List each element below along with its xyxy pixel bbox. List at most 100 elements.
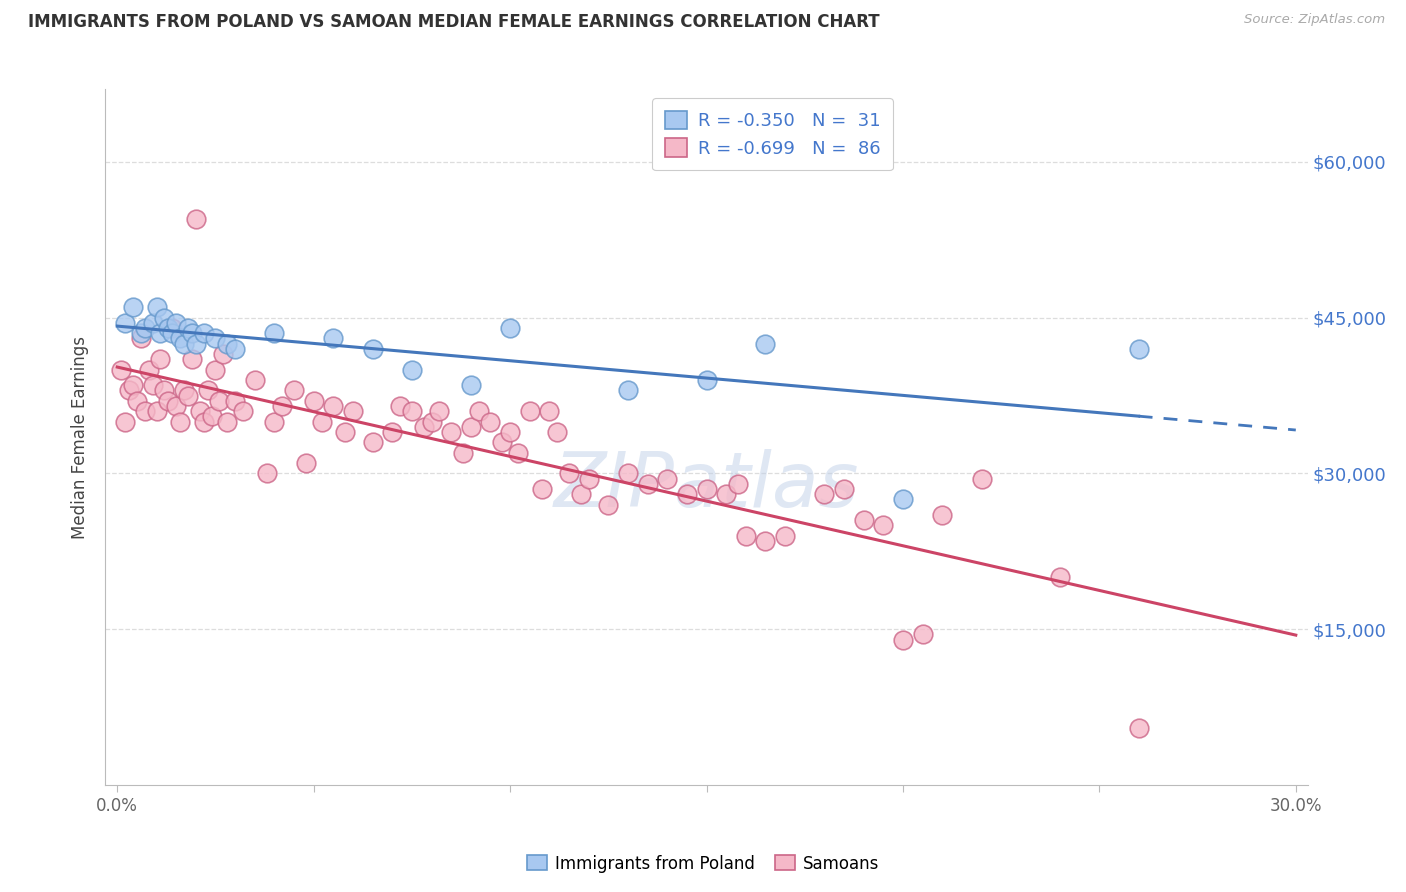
Point — [499, 321, 522, 335]
Point — [145, 404, 167, 418]
Point — [153, 384, 176, 398]
Point — [243, 373, 266, 387]
Point — [322, 331, 344, 345]
Point — [149, 326, 172, 341]
Point — [412, 419, 434, 434]
Point — [1128, 342, 1150, 356]
Point — [754, 533, 776, 548]
Point — [129, 331, 152, 345]
Text: IMMIGRANTS FROM POLAND VS SAMOAN MEDIAN FEMALE EARNINGS CORRELATION CHART: IMMIGRANTS FROM POLAND VS SAMOAN MEDIAN … — [28, 13, 880, 31]
Point — [460, 419, 482, 434]
Point — [142, 316, 165, 330]
Point — [114, 316, 136, 330]
Point — [204, 331, 226, 345]
Point — [931, 508, 953, 522]
Point — [180, 326, 202, 341]
Point — [256, 467, 278, 481]
Point — [157, 321, 180, 335]
Point — [322, 399, 344, 413]
Point — [381, 425, 404, 439]
Point — [598, 498, 620, 512]
Point — [467, 404, 489, 418]
Point — [212, 347, 235, 361]
Point — [342, 404, 364, 418]
Point — [153, 310, 176, 325]
Point — [302, 393, 325, 408]
Point — [149, 352, 172, 367]
Point — [263, 415, 285, 429]
Point — [180, 352, 202, 367]
Point — [427, 404, 450, 418]
Point — [558, 467, 581, 481]
Point — [134, 404, 156, 418]
Point — [479, 415, 502, 429]
Legend: Immigrants from Poland, Samoans: Immigrants from Poland, Samoans — [520, 848, 886, 880]
Point — [157, 393, 180, 408]
Point — [232, 404, 254, 418]
Point — [872, 518, 894, 533]
Point — [224, 393, 246, 408]
Point — [169, 331, 191, 345]
Point — [173, 336, 195, 351]
Point — [162, 321, 183, 335]
Point — [538, 404, 561, 418]
Point — [311, 415, 333, 429]
Point — [204, 362, 226, 376]
Point — [169, 415, 191, 429]
Point — [695, 373, 717, 387]
Point — [773, 529, 796, 543]
Point — [165, 399, 187, 413]
Point — [217, 415, 239, 429]
Point — [283, 384, 305, 398]
Point — [852, 513, 875, 527]
Point — [451, 445, 474, 459]
Point — [657, 472, 679, 486]
Point — [361, 435, 384, 450]
Point — [734, 529, 756, 543]
Point — [110, 362, 132, 376]
Point — [970, 472, 993, 486]
Point — [184, 212, 207, 227]
Point — [676, 487, 699, 501]
Point — [499, 425, 522, 439]
Point — [114, 415, 136, 429]
Point — [177, 388, 200, 402]
Point — [530, 482, 553, 496]
Point — [162, 326, 183, 341]
Point — [519, 404, 541, 418]
Point — [578, 472, 600, 486]
Point — [184, 336, 207, 351]
Text: ZIPatlas: ZIPatlas — [554, 449, 859, 523]
Point — [727, 476, 749, 491]
Point — [295, 456, 318, 470]
Point — [125, 393, 148, 408]
Point — [506, 445, 529, 459]
Point — [440, 425, 463, 439]
Point — [389, 399, 412, 413]
Y-axis label: Median Female Earnings: Median Female Earnings — [72, 335, 90, 539]
Point — [401, 404, 423, 418]
Point — [637, 476, 659, 491]
Point — [217, 336, 239, 351]
Point — [546, 425, 568, 439]
Point — [617, 467, 640, 481]
Point — [173, 384, 195, 398]
Point — [361, 342, 384, 356]
Point — [200, 409, 222, 424]
Point — [208, 393, 231, 408]
Point — [491, 435, 513, 450]
Point — [1049, 570, 1071, 584]
Point — [193, 326, 215, 341]
Point — [891, 492, 914, 507]
Point — [1128, 721, 1150, 735]
Point — [271, 399, 294, 413]
Point — [460, 378, 482, 392]
Point — [142, 378, 165, 392]
Point — [145, 300, 167, 314]
Point — [193, 415, 215, 429]
Point — [813, 487, 835, 501]
Point — [177, 321, 200, 335]
Point — [832, 482, 855, 496]
Point — [420, 415, 443, 429]
Point — [197, 384, 219, 398]
